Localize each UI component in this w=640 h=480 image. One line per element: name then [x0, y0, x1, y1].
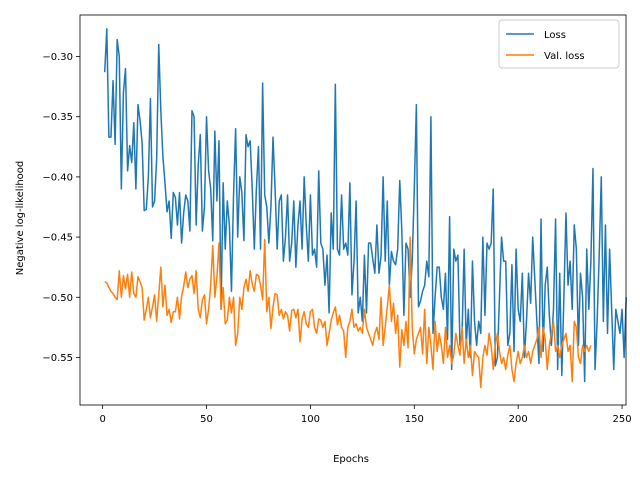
- x-tick-label: 250: [613, 414, 632, 425]
- legend-label-loss: Loss: [544, 30, 566, 41]
- plot-area: [103, 28, 627, 389]
- axes-frame: [79, 14, 627, 406]
- x-axis: 0 50 100 150 200 250: [99, 405, 632, 425]
- x-tick-label: 200: [509, 414, 528, 425]
- y-axis-label: Negative log-likelihood: [15, 161, 26, 276]
- x-axis-label: Epochs: [333, 454, 369, 465]
- x-tick-label: 0: [99, 414, 105, 425]
- y-tick-label: −0.55: [42, 353, 73, 364]
- series-line-val-loss: [104, 236, 592, 389]
- y-axis: −0.55 −0.50 −0.45 −0.40 −0.35 −0.30: [42, 52, 80, 364]
- y-tick-label: −0.40: [42, 172, 73, 183]
- y-tick-label: −0.50: [42, 293, 73, 304]
- x-tick-label: 150: [405, 414, 424, 425]
- y-tick-label: −0.45: [42, 233, 73, 244]
- legend-box: [498, 19, 620, 69]
- y-tick-label: −0.30: [42, 52, 73, 63]
- y-tick-label: −0.35: [42, 112, 73, 123]
- x-tick-label: 100: [301, 414, 320, 425]
- legend: Loss Val. loss: [498, 19, 620, 69]
- x-tick-label: 50: [200, 414, 213, 425]
- legend-label-val-loss: Val. loss: [544, 51, 585, 62]
